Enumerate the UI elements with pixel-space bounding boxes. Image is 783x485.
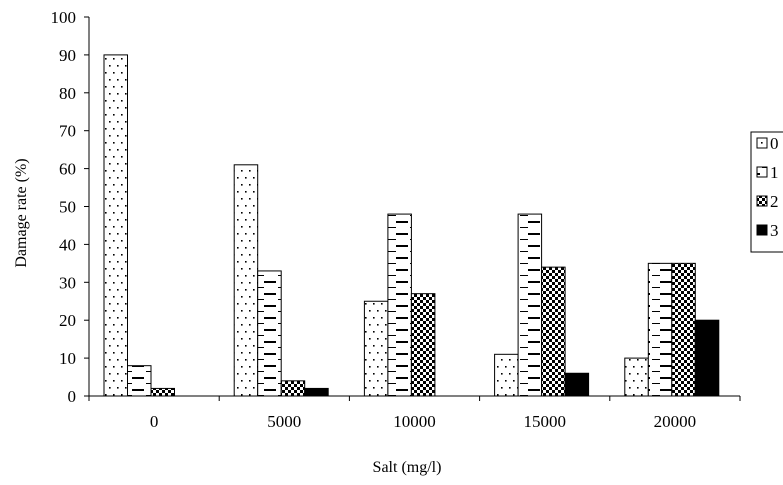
legend: 0 1 2 3 — [750, 131, 783, 253]
bar-series-0-cat-5000 — [233, 164, 259, 397]
x-tick-label: 10000 — [393, 412, 436, 431]
y-tick-label: 30 — [59, 273, 76, 292]
bar-series-0-cat-0 — [103, 54, 128, 397]
y-tick-label: 10 — [59, 349, 76, 368]
legend-swatch-2 — [756, 195, 768, 207]
y-tick-label: 0 — [68, 387, 77, 406]
y-axis-title: Damage rate (%) — [13, 158, 30, 267]
y-tick-label: 40 — [59, 235, 76, 254]
x-axis-title: Salt (mg/l) — [373, 459, 442, 476]
bar-series-1-cat-5000 — [257, 270, 282, 397]
bar-series-3-cat-15000 — [564, 372, 590, 397]
bar-series-0-cat-15000 — [494, 353, 519, 397]
bar-series-2-cat-0 — [150, 387, 175, 397]
bar-series-2-cat-10000 — [410, 293, 436, 397]
legend-swatch-1 — [756, 166, 768, 178]
legend-label-3: 3 — [770, 221, 779, 240]
bar-series-2-cat-20000 — [671, 262, 696, 397]
bar-series-1-cat-0 — [127, 365, 152, 397]
y-tick-label: 60 — [59, 160, 76, 179]
legend-label-1: 1 — [770, 163, 779, 182]
y-tick-label: 80 — [59, 84, 76, 103]
x-tick-label: 15000 — [523, 412, 566, 431]
legend-label-2: 2 — [770, 192, 779, 211]
legend-swatch-3 — [756, 224, 768, 236]
bar-series-1-cat-10000 — [387, 213, 412, 397]
y-tick-label: 90 — [59, 46, 76, 65]
y-tick-label: 50 — [59, 198, 76, 217]
bar-series-2-cat-5000 — [280, 380, 306, 397]
y-tick-label: 20 — [59, 311, 76, 330]
tick-labels: 0 10 20 30 40 50 60 70 80 90 100 0 5000 10000 15000 200… — [51, 8, 697, 431]
bar-series-3-cat-20000 — [694, 319, 720, 397]
x-tick-label: 0 — [150, 412, 159, 431]
y-tick-label: 100 — [51, 8, 77, 27]
x-tick-label: 20000 — [654, 412, 697, 431]
y-tick-label: 70 — [59, 122, 76, 141]
bars — [103, 54, 720, 397]
bar-series-3-cat-5000 — [304, 387, 329, 397]
bar-series-1-cat-20000 — [647, 262, 673, 397]
x-tick-label: 5000 — [267, 412, 301, 431]
bar-series-1-cat-15000 — [517, 213, 543, 397]
legend-label-0: 0 — [770, 134, 779, 153]
bar-series-0-cat-20000 — [624, 357, 649, 397]
legend-swatch-0 — [756, 137, 768, 149]
bar-series-0-cat-10000 — [363, 300, 389, 397]
bar-series-2-cat-15000 — [541, 266, 566, 397]
